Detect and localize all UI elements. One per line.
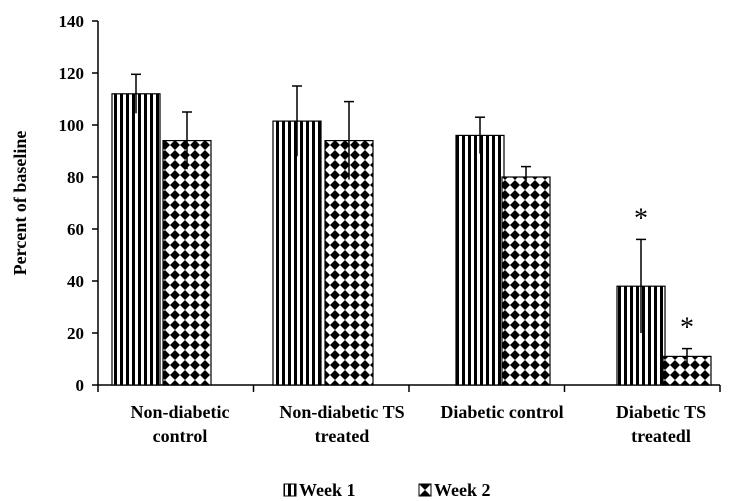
- significance-marker: *: [680, 313, 694, 344]
- bar-week-1: [616, 285, 666, 386]
- x-category-label: Diabetic control: [440, 402, 563, 422]
- x-category-label: Non-diabetic: [131, 402, 230, 422]
- x-category-label: treated: [315, 426, 370, 446]
- x-category-label: Non-diabetic TS: [279, 402, 404, 422]
- bar-week-1: [272, 120, 322, 386]
- y-tick-label: 40: [67, 272, 84, 291]
- legend-label: Week 1: [299, 480, 356, 500]
- significance-marker: *: [634, 203, 648, 234]
- legend-swatch: [418, 483, 432, 497]
- y-tick-label: 80: [67, 168, 84, 187]
- y-tick-label: 0: [76, 376, 85, 395]
- legend-label: Week 2: [434, 480, 491, 500]
- y-axis-label: Percent of baseline: [10, 131, 30, 276]
- x-category-label: Diabetic TS: [616, 402, 706, 422]
- bar-week-1: [455, 134, 505, 386]
- y-tick-label: 20: [67, 324, 84, 343]
- y-tick-label: 100: [59, 116, 85, 135]
- plot-area: 0 20 40 60 80 100 120 140 * * Non-diabetic control N…: [59, 12, 721, 446]
- bar-week-2: [501, 176, 551, 386]
- bar-week-2: [324, 140, 374, 386]
- x-category-label: control: [153, 426, 208, 446]
- x-category-label: treatedl: [631, 426, 691, 446]
- bar-week-1: [111, 93, 161, 386]
- legend: Week 1 Week 2: [283, 480, 491, 500]
- legend-swatch: [283, 483, 297, 497]
- bar-week-2: [162, 140, 212, 386]
- y-tick-label: 120: [59, 64, 85, 83]
- y-tick-label: 60: [67, 220, 84, 239]
- y-tick-label: 140: [59, 12, 85, 31]
